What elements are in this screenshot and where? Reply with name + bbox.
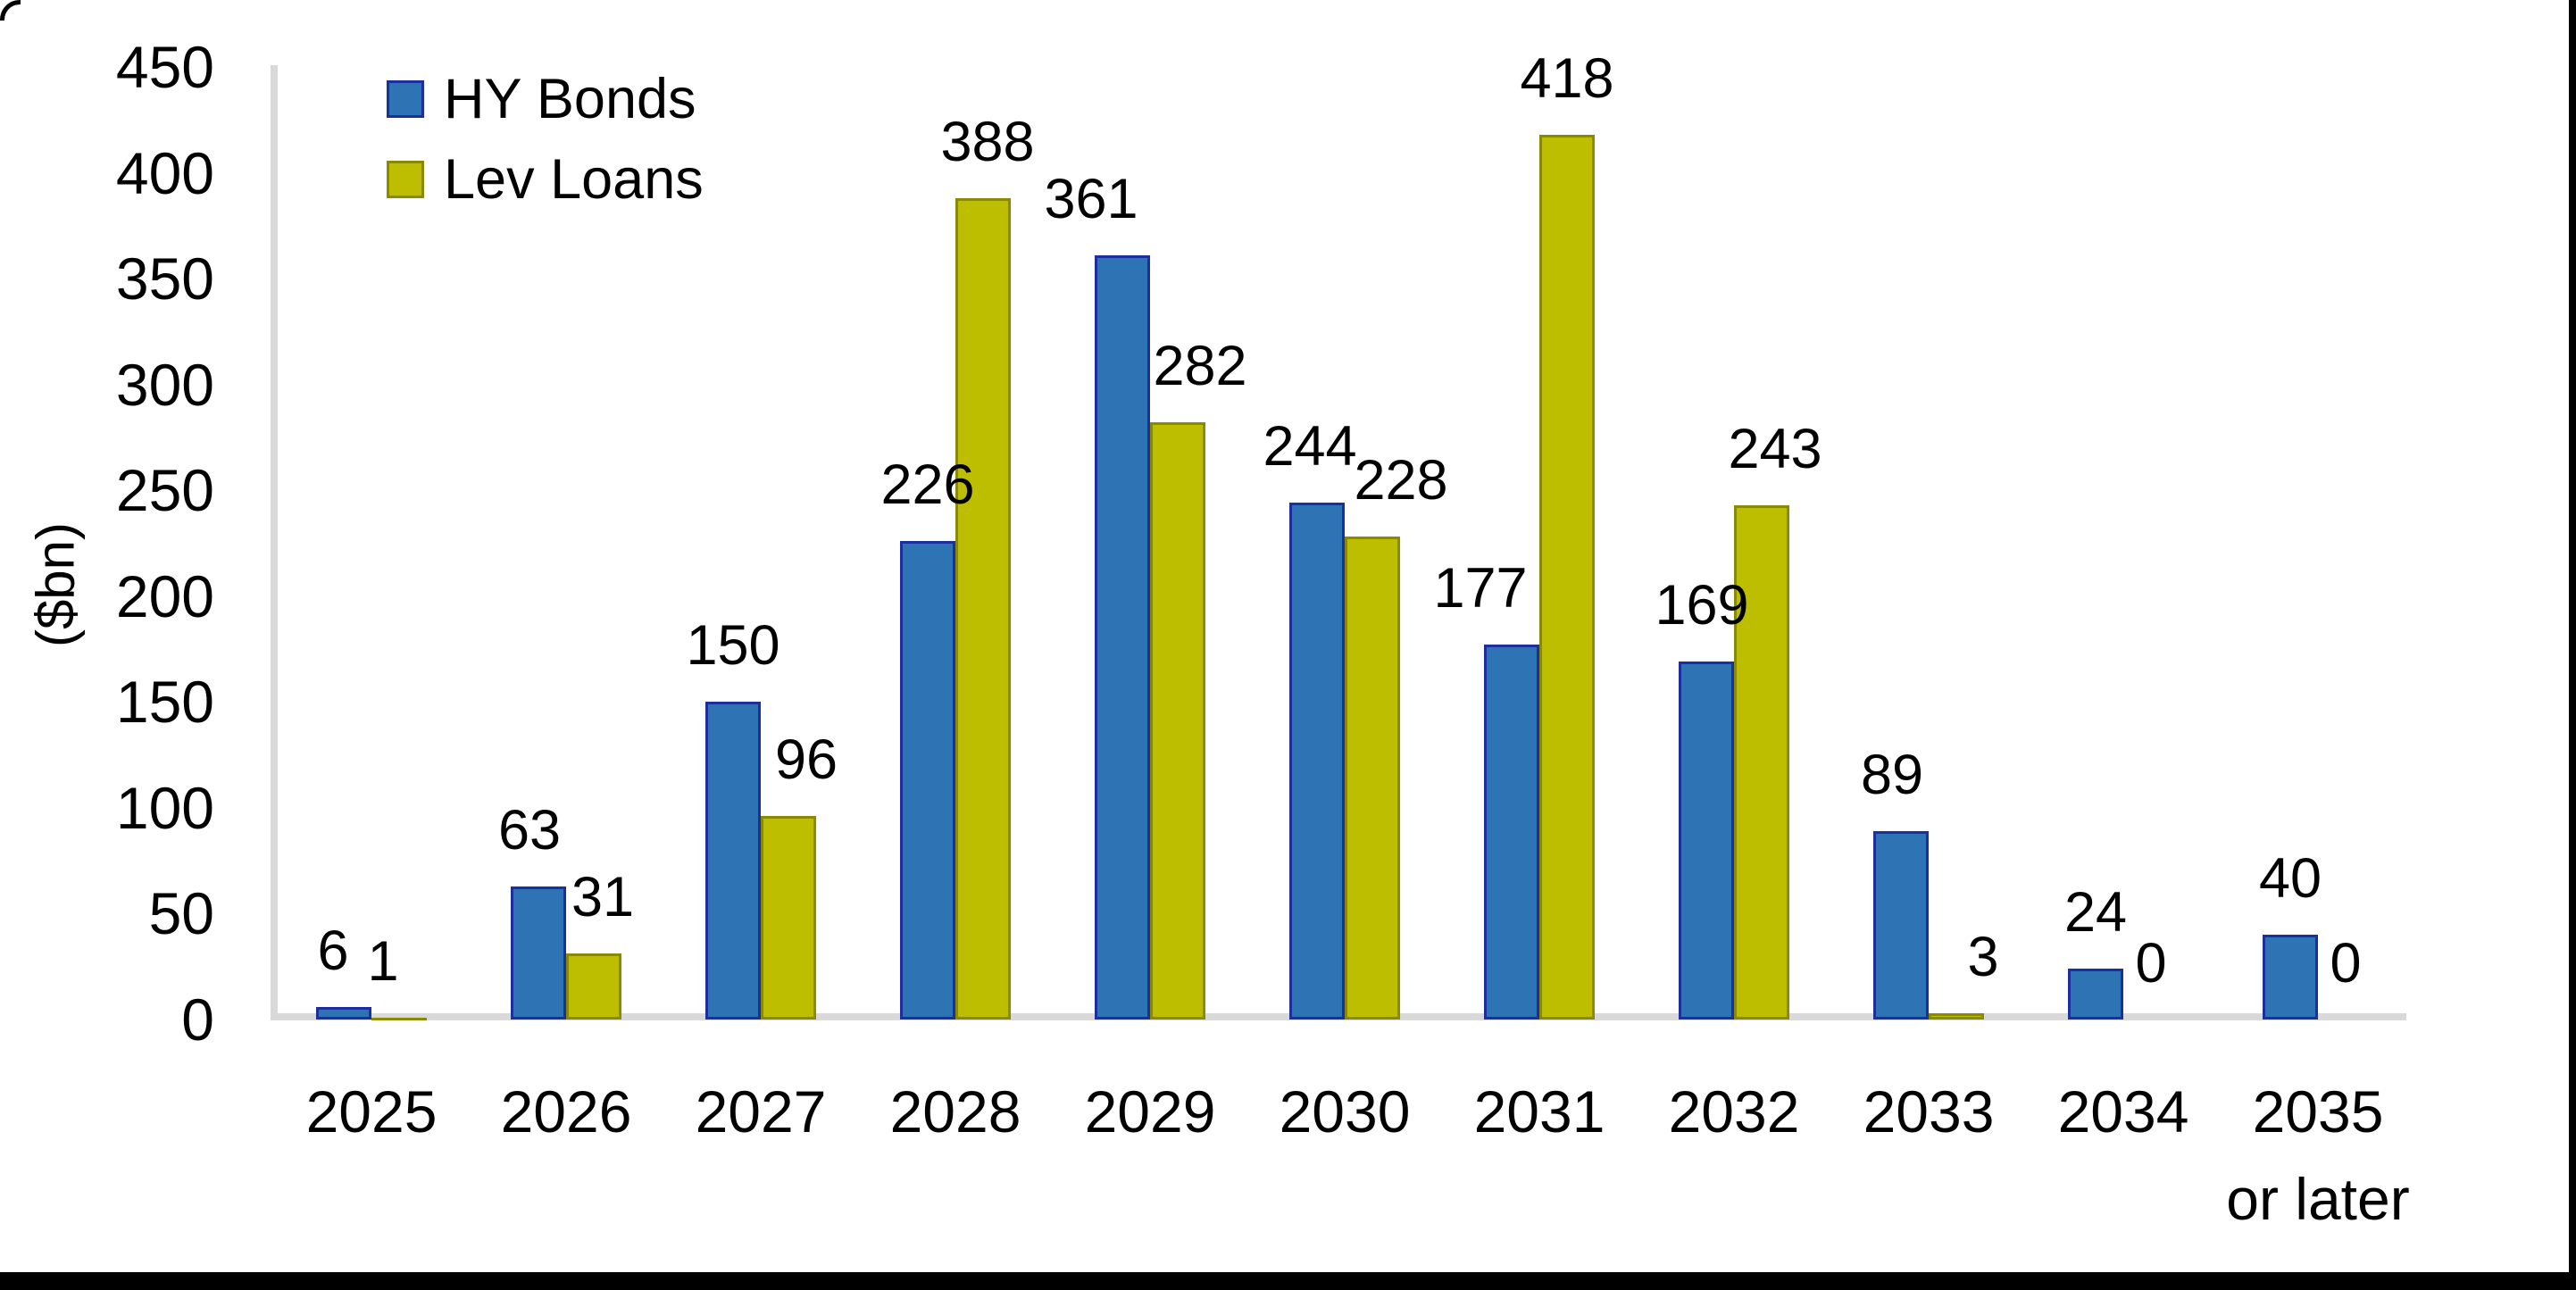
data-label-hy-bonds-2034: 24 bbox=[2063, 881, 2128, 945]
bar-hy-bonds-2030 bbox=[1289, 503, 1345, 1020]
x-tick-label-2029: 2029 bbox=[1084, 1078, 1216, 1144]
bar-hy-bonds-2027 bbox=[705, 702, 761, 1020]
y-tick-label-200: 200 bbox=[115, 562, 214, 629]
data-label-lev-loans-2035: 0 bbox=[2330, 932, 2362, 995]
bar-hy-bonds-2031 bbox=[1484, 645, 1539, 1020]
x-tick-label-2025: 2025 bbox=[305, 1078, 438, 1144]
data-label-hy-bonds-2025: 6 bbox=[317, 919, 349, 982]
bar-lev-loans-2033 bbox=[1929, 1012, 1984, 1020]
y-tick-label-250: 250 bbox=[115, 457, 214, 524]
x-tick-label-2028: 2028 bbox=[889, 1078, 1021, 1144]
data-label-lev-loans-2033: 3 bbox=[1967, 925, 1999, 988]
bar-lev-loans-2029 bbox=[1150, 422, 1205, 1020]
bar-lev-loans-2025 bbox=[371, 1017, 427, 1020]
bar-hy-bonds-2035 bbox=[2263, 935, 2318, 1020]
data-label-lev-loans-2029: 282 bbox=[1153, 335, 1247, 398]
legend: HY Bonds Lev Loans bbox=[387, 68, 704, 236]
x-tick-label-2027: 2027 bbox=[695, 1078, 827, 1144]
data-label-lev-loans-2026: 31 bbox=[571, 866, 635, 929]
data-label-lev-loans-2031: 418 bbox=[1520, 46, 1614, 110]
y-tick-label-50: 50 bbox=[148, 880, 214, 947]
y-tick-label-400: 400 bbox=[115, 139, 214, 206]
x-tick-label-2035: 2035 or later bbox=[2226, 1078, 2410, 1232]
y-tick-label-0: 0 bbox=[181, 986, 214, 1053]
data-label-hy-bonds-2035: 40 bbox=[2258, 847, 2322, 911]
legend-swatch-hy-bonds bbox=[387, 80, 424, 118]
y-tick-label-450: 450 bbox=[115, 34, 214, 100]
bar-lev-loans-2027 bbox=[761, 816, 816, 1020]
data-label-hy-bonds-2028: 226 bbox=[880, 454, 975, 517]
bar-lev-loans-2030 bbox=[1345, 537, 1400, 1020]
x-tick-label-2030: 2030 bbox=[1279, 1078, 1411, 1144]
x-tick-label-2026: 2026 bbox=[500, 1078, 632, 1144]
bar-hy-bonds-2033 bbox=[1873, 830, 1929, 1020]
data-label-hy-bonds-2029: 361 bbox=[1044, 168, 1138, 231]
bar-lev-loans-2031 bbox=[1539, 134, 1595, 1020]
bar-hy-bonds-2029 bbox=[1095, 255, 1150, 1020]
bar-hy-bonds-2026 bbox=[511, 886, 566, 1020]
frame-border-right bbox=[2569, 0, 2576, 1290]
legend-item-hy-bonds: HY Bonds bbox=[387, 68, 704, 130]
data-label-lev-loans-2028: 388 bbox=[940, 111, 1035, 173]
data-label-lev-loans-2027: 96 bbox=[774, 728, 838, 792]
frame-corner-top-left bbox=[0, 0, 21, 21]
data-label-hy-bonds-2026: 63 bbox=[497, 798, 562, 861]
data-label-hy-bonds-2033: 89 bbox=[1860, 743, 1924, 806]
data-label-lev-loans-2025: 1 bbox=[367, 929, 399, 993]
data-label-hy-bonds-2027: 150 bbox=[686, 614, 780, 678]
legend-swatch-lev-loans bbox=[387, 161, 424, 198]
bar-lev-loans-2032 bbox=[1734, 504, 1789, 1020]
bar-lev-loans-2026 bbox=[566, 953, 621, 1020]
y-tick-label-150: 150 bbox=[115, 669, 214, 736]
y-tick-label-350: 350 bbox=[115, 246, 214, 312]
x-tick-label-2031: 2031 bbox=[1473, 1078, 1605, 1144]
frame-border-bottom bbox=[0, 1272, 2576, 1290]
y-tick-label-300: 300 bbox=[115, 351, 214, 418]
y-axis-line bbox=[271, 65, 278, 1020]
x-tick-label-2032: 2032 bbox=[1668, 1078, 1800, 1144]
data-label-hy-bonds-2030: 244 bbox=[1263, 415, 1357, 479]
data-label-hy-bonds-2032: 169 bbox=[1655, 574, 1749, 637]
legend-item-lev-loans: Lev Loans bbox=[387, 148, 704, 211]
legend-label-lev-loans: Lev Loans bbox=[444, 148, 704, 211]
bar-hy-bonds-2025 bbox=[316, 1006, 371, 1020]
bar-hy-bonds-2028 bbox=[900, 541, 955, 1020]
x-tick-label-2034: 2034 bbox=[2057, 1078, 2189, 1144]
data-label-lev-loans-2032: 243 bbox=[1728, 417, 1822, 480]
data-label-lev-loans-2030: 228 bbox=[1354, 449, 1448, 512]
bar-hy-bonds-2034 bbox=[2068, 969, 2123, 1020]
y-tick-label-100: 100 bbox=[115, 774, 214, 841]
bar-lev-loans-2028 bbox=[955, 198, 1011, 1020]
legend-label-hy-bonds: HY Bonds bbox=[444, 68, 696, 130]
bar-hy-bonds-2032 bbox=[1679, 662, 1734, 1020]
x-tick-label-2033: 2033 bbox=[1863, 1078, 1995, 1144]
data-label-lev-loans-2034: 0 bbox=[2135, 932, 2167, 995]
data-label-hy-bonds-2031: 177 bbox=[1433, 557, 1528, 620]
